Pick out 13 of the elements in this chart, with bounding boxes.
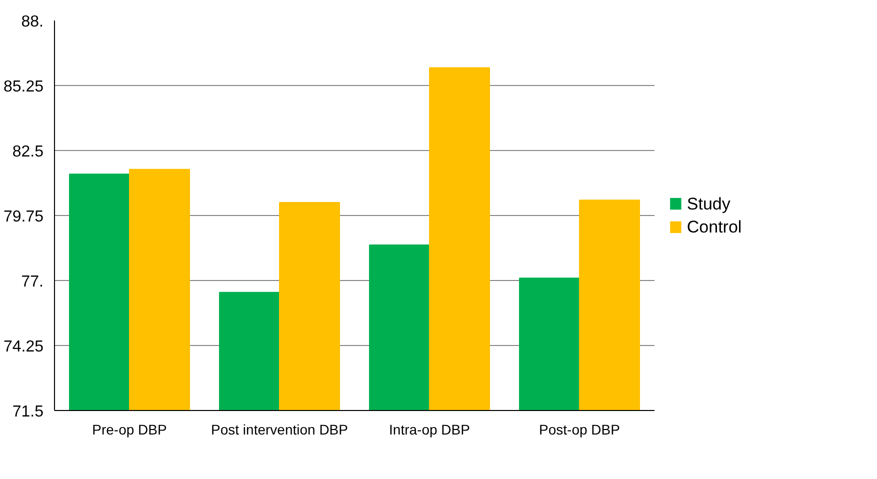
y-tick-label: 77. [21, 274, 44, 290]
y-tick-label: 74.25 [3, 338, 44, 356]
x-tick-label: Pre-op DBP [92, 422, 167, 438]
legend-label: Control [686, 218, 742, 237]
x-tick-label: Intra-op DBP [389, 422, 470, 438]
y-tick-label: 79.75 [3, 208, 44, 226]
x-tick-label: Post intervention DBP [211, 422, 348, 438]
x-tick-label: Post-op DBP [539, 422, 620, 438]
y-tick-label: 71.5 [12, 404, 44, 420]
y-tick-label: 85.25 [3, 78, 44, 96]
y-tick-label: 88. [21, 14, 44, 30]
y-tick-label: 82.5 [12, 144, 44, 160]
legend-label: Study [686, 194, 731, 214]
